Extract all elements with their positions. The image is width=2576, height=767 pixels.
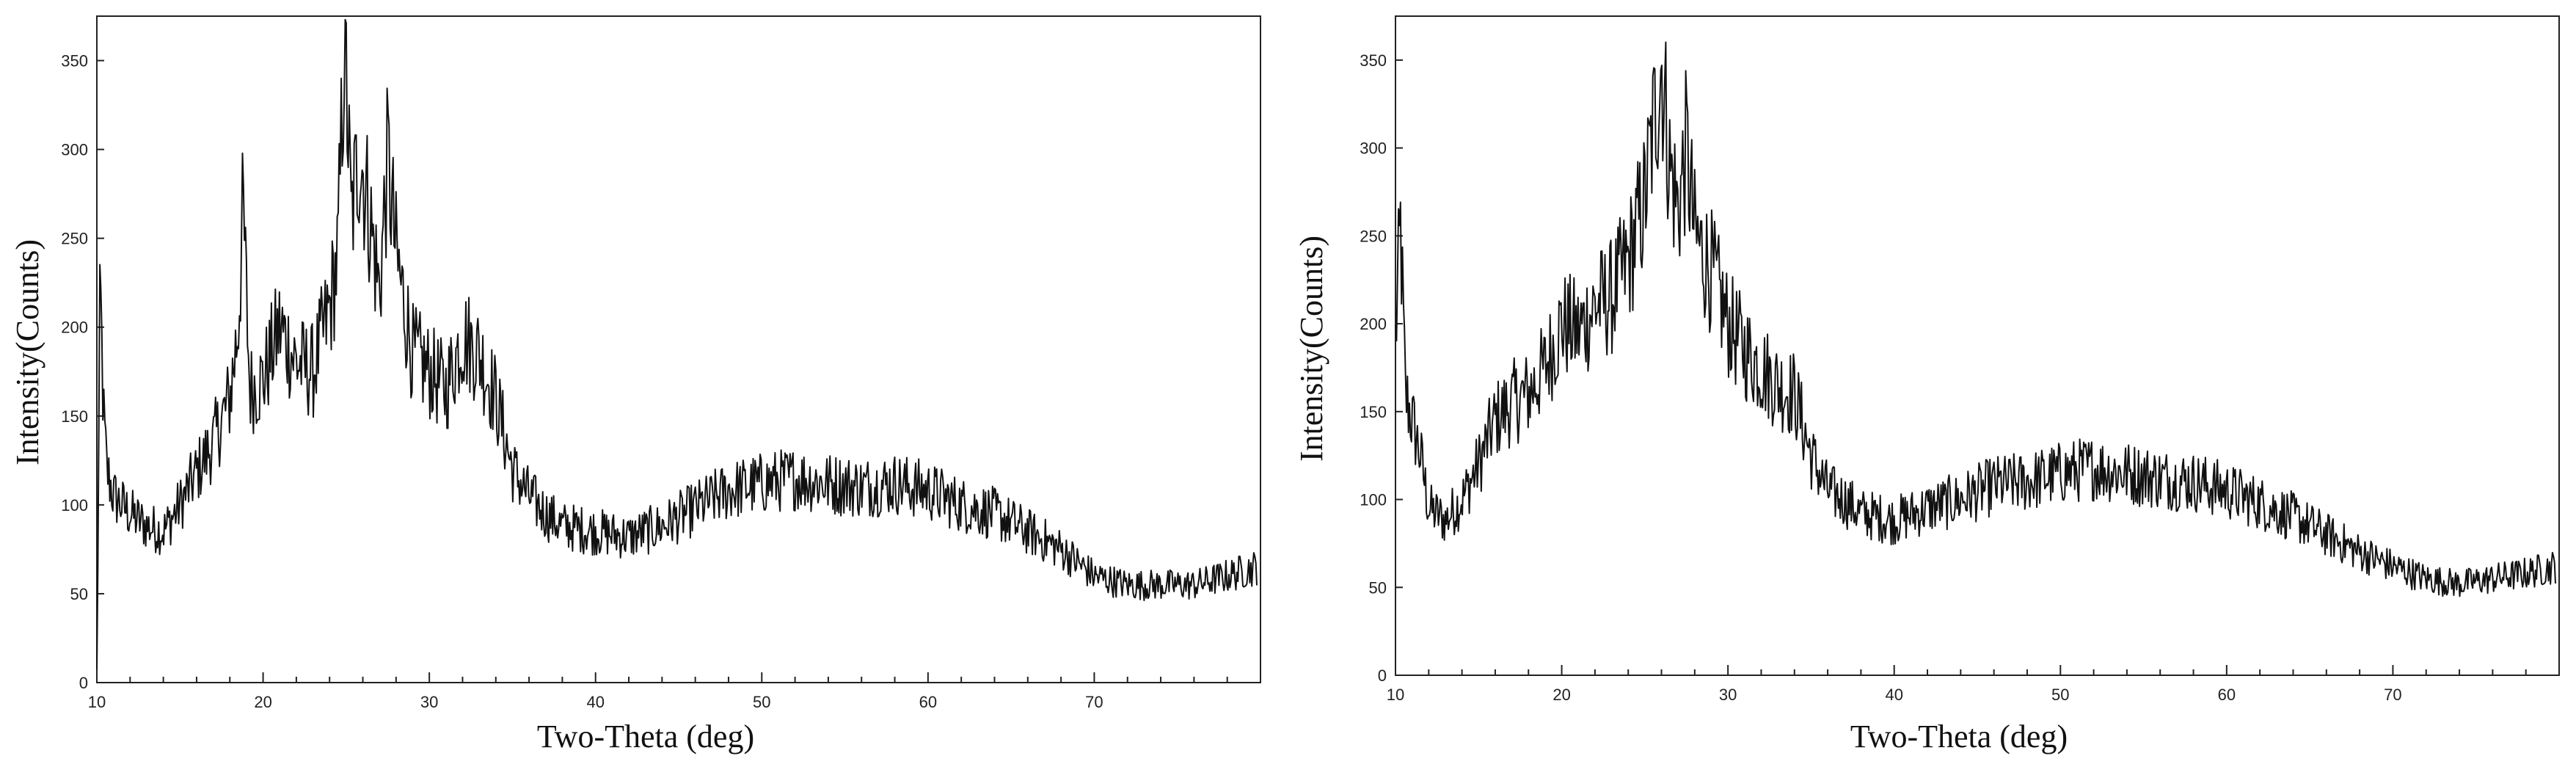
y-tick-label: 200 <box>1360 315 1387 333</box>
y-tick-label: 150 <box>61 407 88 426</box>
x-tick-label: 20 <box>254 693 271 711</box>
plot-frame <box>96 15 1261 683</box>
y-tick-label: 350 <box>61 52 88 70</box>
chart-left: Intensity(Counts) Two-Theta (deg) 10 20 30… <box>0 0 1277 767</box>
x-tick-label: 60 <box>919 693 937 711</box>
y-tick-label: 300 <box>61 141 88 159</box>
y-tick-label: 300 <box>1360 139 1387 158</box>
y-tick-label: 250 <box>1360 227 1387 245</box>
x-tick-label: 50 <box>2051 686 2069 704</box>
y-axis-title: Intensity(Counts) <box>10 239 45 465</box>
chart-right: Intensity(Counts) Two-Theta (deg) 10 20 30… <box>1291 0 2576 767</box>
y-tick-label: 200 <box>61 319 88 337</box>
plot-frame <box>1395 15 2560 676</box>
y-tick-label: 250 <box>61 230 88 248</box>
y-tick-label: 100 <box>1360 491 1387 509</box>
x-tick-label: 70 <box>2384 686 2401 704</box>
x-tick-label: 10 <box>88 693 106 711</box>
y-tick-label: 150 <box>1360 403 1387 421</box>
chart-left-svg: Intensity(Counts) Two-Theta (deg) 10 20 30… <box>10 15 1261 755</box>
x-axis-title: Two-Theta (deg) <box>1850 719 2068 755</box>
y-axis-title: Intensity(Counts) <box>1294 236 1329 462</box>
y-tick-label: 0 <box>79 674 88 692</box>
y-tick-label: 350 <box>1360 51 1387 70</box>
x-tick-label: 20 <box>1552 686 1570 704</box>
y-tick-label: 50 <box>1369 578 1387 597</box>
x-axis-title: Two-Theta (deg) <box>537 719 754 755</box>
x-tick-label: 40 <box>1885 686 1902 704</box>
x-tick-label: 30 <box>1719 686 1737 704</box>
series-line <box>96 18 1258 669</box>
x-tick-label: 30 <box>420 693 438 711</box>
x-tick-label: 70 <box>1085 693 1103 711</box>
x-tick-label: 40 <box>586 693 604 711</box>
y-tick-label: 100 <box>61 496 88 515</box>
series-line <box>1395 41 2556 597</box>
x-tick-label: 60 <box>2218 686 2236 704</box>
x-tick-label: 10 <box>1387 686 1404 704</box>
y-tick-label: 0 <box>1378 666 1387 685</box>
x-tick-label: 50 <box>753 693 770 711</box>
y-tick-label: 50 <box>70 585 88 603</box>
chart-right-svg: Intensity(Counts) Two-Theta (deg) 10 20 30… <box>1294 15 2560 755</box>
